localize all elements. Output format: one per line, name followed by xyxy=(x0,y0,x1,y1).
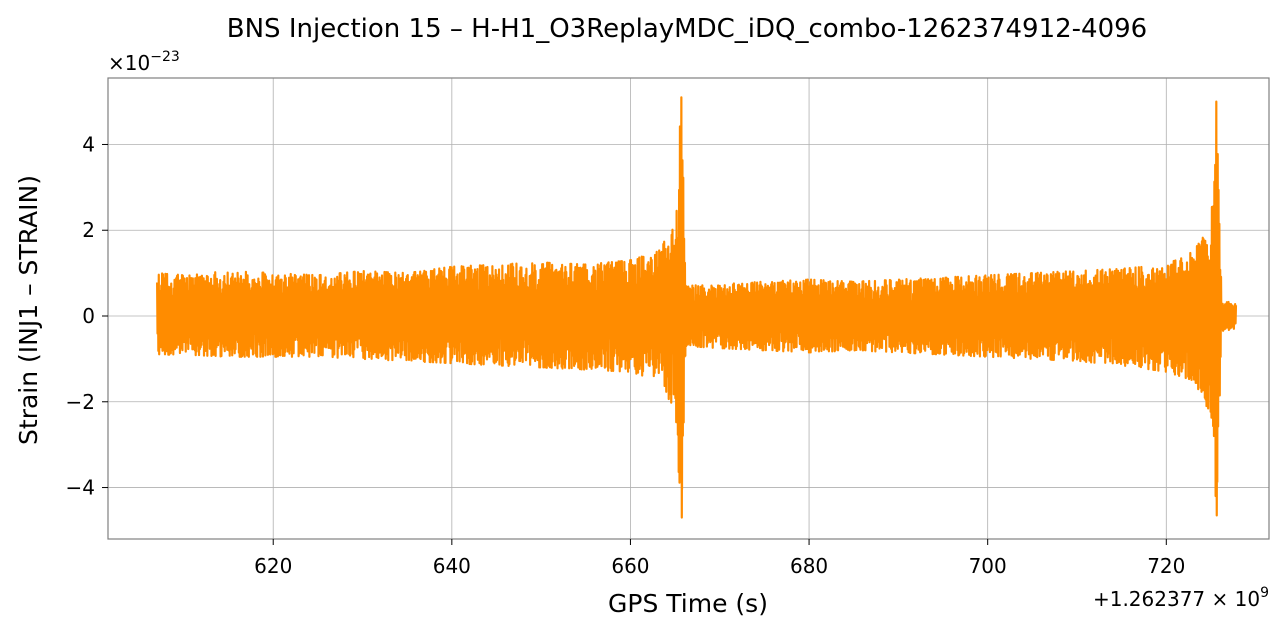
x-tick-label: 620 xyxy=(254,554,292,578)
x-offset-label: +1.262377 × 109 xyxy=(1093,585,1269,611)
x-axis-label: GPS Time (s) xyxy=(608,589,768,618)
series-layer xyxy=(156,96,1238,519)
y-scale-prefix: ×10 xyxy=(108,51,150,75)
y-scale-multiplier: ×10−23 xyxy=(108,49,180,75)
strain-series-line xyxy=(156,96,1238,519)
x-tick-label: 700 xyxy=(969,554,1007,578)
y-tick-label: −4 xyxy=(66,476,95,500)
y-tick-label: −2 xyxy=(66,390,95,414)
x-offset-value: +1.262377 × 10 xyxy=(1093,587,1260,611)
y-axis-label: Strain (INJ1 – STRAIN) xyxy=(14,175,43,445)
x-tick-label: 680 xyxy=(790,554,828,578)
y-tick-label: 4 xyxy=(82,132,95,156)
plot-frame xyxy=(107,77,1270,540)
x-tick-label: 720 xyxy=(1147,554,1185,578)
y-tick-label: 2 xyxy=(82,218,95,242)
y-tick-label: 0 xyxy=(82,304,95,328)
tick-layer: 620 640 660 680 700 720 −4 −2 0 2 4 xyxy=(66,132,1186,578)
y-scale-exponent: −23 xyxy=(150,49,180,65)
x-offset-exponent: 9 xyxy=(1260,585,1269,601)
x-tick-label: 660 xyxy=(611,554,649,578)
chart-title: BNS Injection 15 – H-H1_O3ReplayMDC_iDQ_… xyxy=(227,14,1147,44)
x-tick-label: 640 xyxy=(433,554,471,578)
